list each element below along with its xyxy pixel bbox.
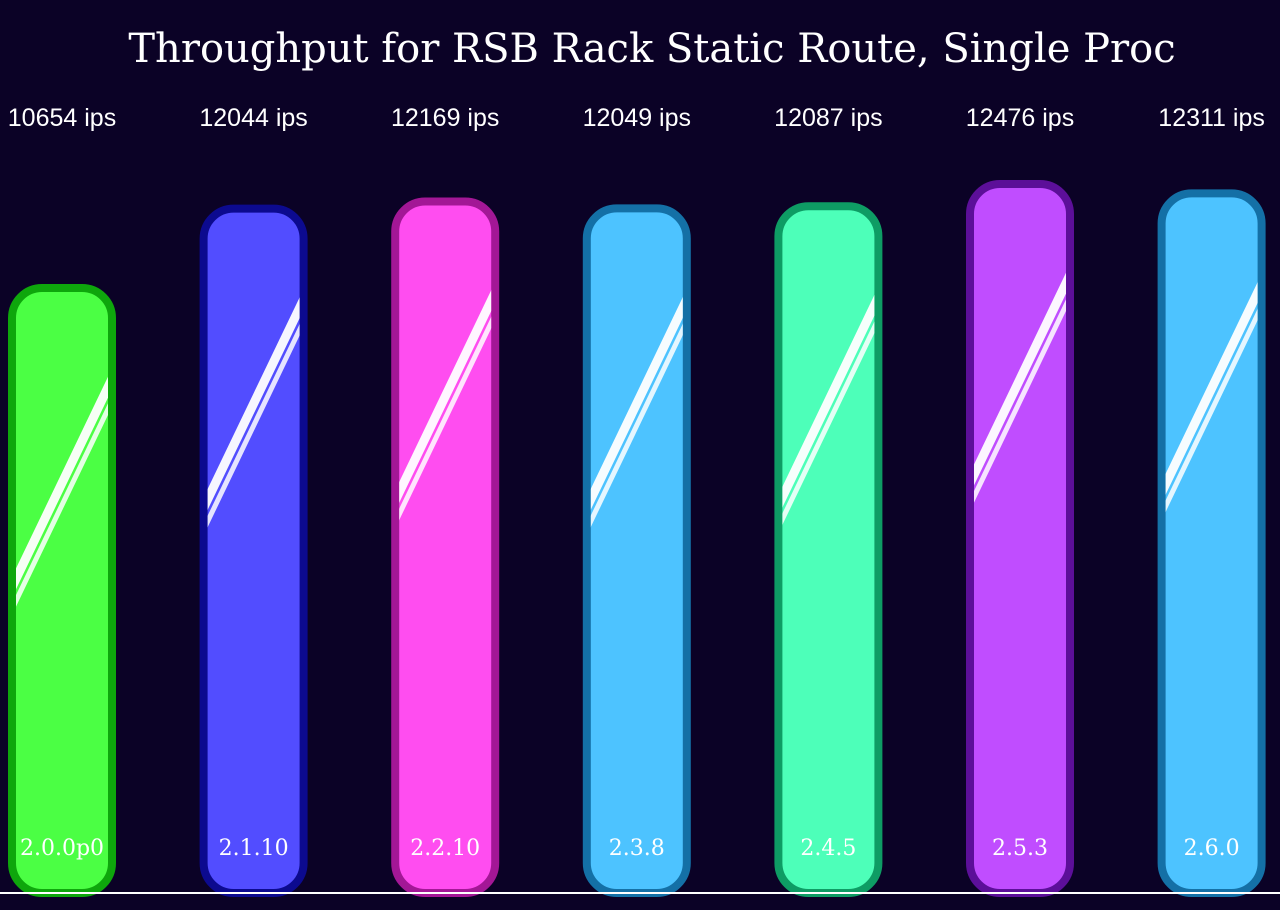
bar-2.2.10 xyxy=(391,197,500,897)
bar-2.5.3 xyxy=(966,180,1074,897)
bar-2.3.8 xyxy=(582,204,691,897)
category-label: 2.6.0 xyxy=(1184,836,1240,861)
bar-highlight-2.0.0p0 xyxy=(16,356,108,632)
category-label: 2.0.0p0 xyxy=(20,836,104,861)
bar-highlight-2.6.0 xyxy=(1165,261,1258,537)
category-label: 2.4.5 xyxy=(800,836,856,861)
bar-highlight-2.1.10 xyxy=(207,276,300,552)
bars-group xyxy=(8,180,1266,898)
bar-highlight-2.5.3 xyxy=(974,252,1066,528)
category-label: 2.1.10 xyxy=(219,836,289,861)
category-label: 2.2.10 xyxy=(410,836,480,861)
value-label: 12311 ips xyxy=(1158,104,1265,132)
value-label: 12049 ips xyxy=(583,104,691,132)
bar-highlight-2.2.10 xyxy=(399,269,492,545)
bar-highlight-2.3.8 xyxy=(590,276,683,552)
bar-2.0.0p0 xyxy=(8,284,116,897)
category-label: 2.5.3 xyxy=(992,836,1048,861)
bar-2.4.5 xyxy=(774,202,883,898)
value-label: 12476 ips xyxy=(966,104,1074,132)
category-label: 2.3.8 xyxy=(609,836,665,861)
chart-title: Throughput for RSB Rack Static Route, Si… xyxy=(128,26,1175,72)
value-label: 10654 ips xyxy=(8,104,116,132)
category-labels-group: 2.0.0p0 2.1.10 2.2.10 2.3.8 2.4.5 2.5.3 2.6.0 xyxy=(20,836,1240,861)
bar-2.1.10 xyxy=(199,204,308,897)
value-label: 12044 ips xyxy=(199,104,307,132)
value-label: 12087 ips xyxy=(774,104,882,132)
value-label: 12169 ips xyxy=(391,104,499,132)
bar-highlight-2.4.5 xyxy=(782,274,875,550)
value-labels-group: 10654 ips 12044 ips 12169 ips 12049 ips 1208… xyxy=(8,104,1265,132)
bar-2.6.0 xyxy=(1157,189,1266,898)
